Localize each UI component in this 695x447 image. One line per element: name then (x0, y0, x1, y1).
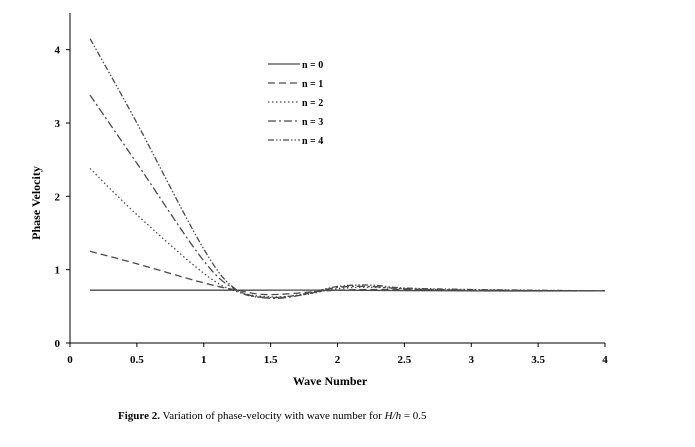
series-line-n4 (89, 38, 606, 299)
legend-label-n3: n = 3 (302, 117, 323, 128)
y-tick-label: 1 (55, 265, 61, 277)
y-tick-label: 3 (55, 118, 61, 130)
x-axis-title: Wave Number (293, 374, 368, 388)
x-tick-label: 2 (335, 354, 341, 366)
x-tick-label: 1 (201, 354, 207, 366)
x-tick-label: 0.5 (130, 354, 144, 366)
caption-math: H/h (384, 410, 402, 422)
x-tick-label: 1.5 (264, 354, 278, 366)
x-tick-label: 0 (67, 354, 73, 366)
x-tick-label: 2.5 (398, 354, 412, 366)
phase-velocity-chart: 0 0.5 1 1.5 2 2.5 3 3.5 4 0 1 2 3 4 n = 0 n = 1 n = 2 n … (29, 13, 608, 388)
y-tick-label: 4 (55, 45, 61, 57)
y-tick-label: 2 (55, 191, 61, 203)
caption-math-value: = 0.5 (401, 410, 427, 422)
x-tick-label: 3.5 (531, 354, 545, 366)
x-tick-label: 3 (469, 354, 475, 366)
y-tick-label: 0 (55, 338, 61, 350)
figure-caption: Figure 2. Variation of phase-velocity wi… (118, 410, 598, 422)
series-line-n2 (89, 168, 606, 298)
legend-label-n1: n = 1 (302, 79, 323, 90)
legend-label-n0: n = 0 (302, 60, 323, 71)
legend-label-n4: n = 4 (302, 136, 323, 147)
figure-label: Figure 2. (118, 410, 160, 422)
x-tick-label: 4 (602, 354, 608, 366)
series-line-n3 (89, 94, 606, 300)
legend-label-n2: n = 2 (302, 98, 323, 109)
y-axis-title: Phase Velocity (29, 166, 43, 240)
caption-text: Variation of phase-velocity with wave nu… (159, 410, 385, 422)
